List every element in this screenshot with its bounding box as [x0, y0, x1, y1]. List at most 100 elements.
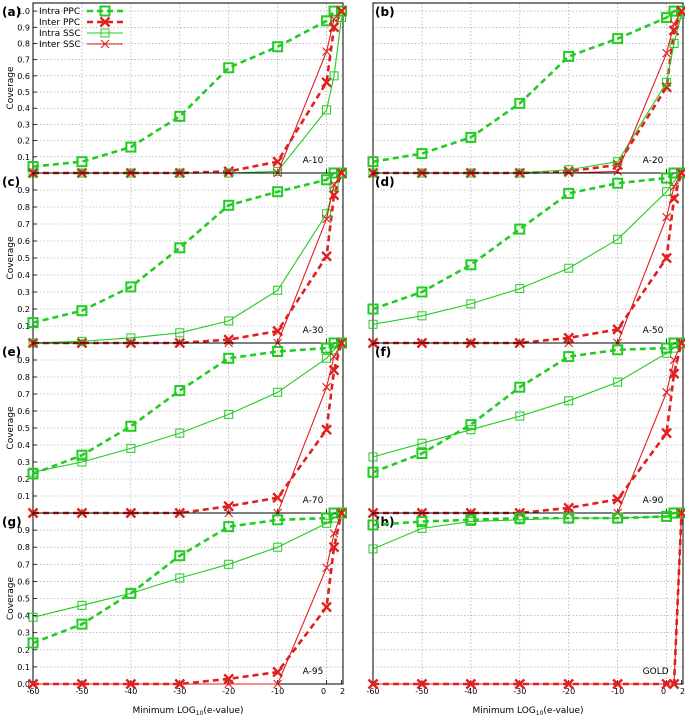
- y-tick-label: 0.5: [17, 424, 30, 433]
- data-point: [28, 612, 38, 622]
- data-point: [328, 167, 340, 179]
- data-point: [76, 156, 88, 168]
- data-point: [125, 141, 137, 153]
- data-point: [329, 529, 339, 538]
- series-intra-ppc: [367, 5, 685, 168]
- data-point: [417, 438, 427, 448]
- data-point: [612, 177, 624, 189]
- y-tick-label: 0.5: [17, 254, 30, 263]
- data-point: [661, 252, 672, 264]
- data-point: [337, 338, 346, 348]
- panel-letter: (c): [2, 175, 20, 189]
- x-tick-label: -30: [513, 687, 526, 696]
- y-tick-label: 0.2: [17, 305, 30, 314]
- data-point: [223, 521, 235, 533]
- data-point: [27, 317, 39, 329]
- data-point: [337, 508, 346, 518]
- y-tick-label: 0.5: [17, 88, 30, 97]
- data-point: [416, 448, 428, 459]
- data-point: [223, 352, 235, 364]
- panel-a-20: (b) A-20: [367, 2, 685, 179]
- series-line: [372, 342, 682, 458]
- panel-letter: (a): [2, 5, 21, 19]
- data-point: [126, 679, 136, 689]
- series-intra-ssc: [28, 508, 346, 622]
- x-axis-labels: Minimum LOG10(e-value) Minimum LOG10(e-va…: [132, 706, 583, 717]
- legend-entry: Intra PPC: [39, 5, 123, 17]
- data-point: [368, 452, 378, 462]
- y-tick-label: 0.3: [17, 629, 30, 638]
- data-point: [272, 41, 284, 53]
- data-point: [223, 500, 235, 512]
- y-tick-label: 0.4: [17, 612, 30, 621]
- panel-grid: 0.1 0.2 0.3 0.4 0.5 0.6 0.7 0.8 0.9 1.0 Coverage (a…: [2, 2, 685, 696]
- series-line: [32, 512, 342, 618]
- y-tick-label: 0.9: [17, 356, 30, 365]
- data-point: [328, 5, 340, 17]
- data-point: [563, 351, 575, 363]
- panel-letter: (d): [375, 175, 395, 189]
- data-point: [677, 6, 685, 16]
- y-tick-label: 0.4: [17, 441, 30, 450]
- data-point: [224, 409, 234, 419]
- panel-letter: (e): [2, 345, 21, 359]
- y-tick-label: 0.1: [17, 663, 30, 672]
- y-tick-label: 0.2: [17, 137, 30, 146]
- y-tick-label: 0.2: [17, 646, 30, 655]
- data-point: [322, 382, 331, 392]
- x-tick-label: 2: [680, 687, 685, 696]
- data-point: [125, 281, 137, 293]
- y-tick-label: 0.8: [17, 543, 30, 552]
- series-intra-ppc: [27, 167, 347, 329]
- data-point: [466, 517, 476, 527]
- y-tick-label: 0.6: [17, 407, 30, 416]
- data-point: [76, 305, 88, 317]
- data-point: [329, 352, 339, 361]
- data-point: [126, 443, 136, 453]
- data-point: [662, 387, 671, 397]
- y-tick-label: 0.5: [17, 595, 30, 604]
- data-point: [27, 637, 39, 649]
- series-line: [32, 171, 342, 324]
- x-tick-label: -10: [611, 687, 624, 696]
- y-tick-label: 0.9: [17, 186, 30, 195]
- data-point: [466, 679, 476, 689]
- panel-a-30: 0.1 0.2 0.3 0.4 0.5 0.6 0.7 0.8 0.9 Coverage (c) A-…: [2, 167, 347, 349]
- data-point: [668, 5, 680, 17]
- panel-a-90: (f) A-90: [367, 337, 685, 519]
- data-point: [273, 387, 283, 397]
- x-tick-label: -30: [173, 687, 186, 696]
- panel-name: GOLD: [643, 667, 669, 677]
- data-point: [337, 338, 346, 348]
- x-tick-label: -60: [366, 687, 379, 696]
- y-tick-label: 0.1: [17, 322, 30, 331]
- data-point: [613, 513, 623, 523]
- data-point: [416, 286, 428, 298]
- y-tick-label: 0.8: [17, 203, 30, 212]
- y-tick-label: 0.7: [17, 56, 30, 65]
- data-point: [329, 14, 339, 24]
- y-tick-label: 0.4: [17, 271, 30, 280]
- panel-letter: (f): [375, 345, 391, 359]
- data-point: [321, 250, 332, 262]
- data-point: [669, 182, 679, 191]
- data-point: [272, 492, 283, 504]
- data-point: [76, 449, 88, 461]
- series-intra-ssc: [28, 338, 346, 477]
- data-point: [125, 420, 137, 432]
- data-point: [174, 385, 186, 397]
- panel-a-95: 0.0 0.1 0.2 0.3 0.4 0.5 0.6 0.7 0.8 0.9 Coverage -6…: [2, 507, 347, 696]
- data-point: [273, 679, 283, 689]
- x-tick-label: -60: [26, 687, 39, 696]
- data-point: [337, 13, 346, 23]
- data-point: [223, 199, 235, 211]
- data-point: [677, 338, 685, 348]
- x-axis-label: Minimum LOG10(e-value): [472, 706, 583, 717]
- data-point: [465, 419, 477, 431]
- panel-name: A-20: [643, 156, 664, 166]
- legend-entry: Inter PPC: [39, 16, 123, 28]
- data-point: [613, 166, 623, 176]
- x-tick-label: -20: [222, 687, 235, 696]
- y-tick-label: 0.9: [17, 526, 30, 535]
- data-point: [564, 263, 574, 273]
